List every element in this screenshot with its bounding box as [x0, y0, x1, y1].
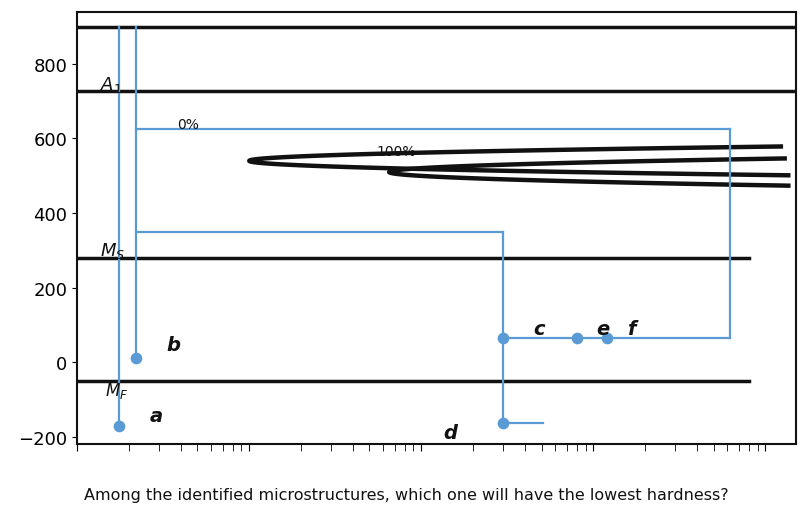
Text: f: f — [626, 319, 634, 338]
Text: Among the identified microstructures, which one will have the lowest hardness?: Among the identified microstructures, wh… — [84, 487, 727, 502]
Text: $M_S$: $M_S$ — [100, 240, 125, 260]
Point — [569, 334, 582, 342]
Point — [496, 334, 509, 342]
Point — [496, 419, 509, 427]
Point — [130, 355, 143, 363]
Text: a: a — [149, 407, 162, 425]
Point — [600, 334, 613, 342]
Text: $A_1$: $A_1$ — [100, 75, 122, 94]
Text: c: c — [533, 319, 544, 338]
Text: d: d — [443, 423, 457, 442]
Text: 100%: 100% — [376, 145, 415, 159]
Text: e: e — [595, 319, 609, 338]
Text: b: b — [166, 336, 180, 355]
Text: 0%: 0% — [177, 118, 199, 132]
Text: $M_F$: $M_F$ — [105, 380, 128, 400]
Point — [113, 422, 126, 430]
